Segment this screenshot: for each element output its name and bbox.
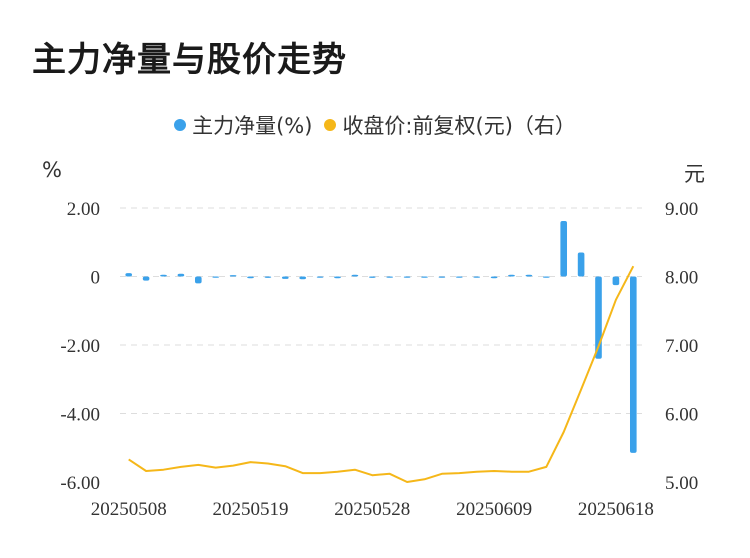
bar: [334, 276, 341, 279]
bar: [264, 276, 272, 278]
bar: [421, 276, 428, 278]
bar: [212, 276, 220, 278]
bar: [542, 276, 550, 278]
price-line: [128, 265, 635, 483]
bar: [247, 276, 254, 279]
bar: [299, 276, 307, 280]
legend-item-line[interactable]: 收盘价:前复权(元)（右）: [324, 110, 576, 140]
bar: [629, 276, 637, 453]
left-axis-unit: %: [42, 158, 62, 182]
bar: [281, 276, 289, 279]
x-axis-tick-label: 20250528: [334, 499, 410, 520]
bar: [125, 273, 133, 277]
bar: [142, 276, 150, 281]
right-axis-tick-label: 5.00: [665, 473, 698, 494]
bar: [508, 274, 515, 277]
bar: [612, 276, 620, 286]
bar: [455, 276, 463, 278]
legend-line-marker: [324, 119, 337, 131]
bar: [386, 276, 394, 278]
right-axis-tick-label: 8.00: [665, 268, 698, 289]
legend-bar-label: 主力净量(%): [192, 114, 313, 138]
legend-item-bar[interactable]: 主力净量(%): [174, 110, 312, 140]
right-axis-tick-label: 9.00: [665, 199, 698, 220]
bar: [351, 274, 359, 277]
bar: [194, 276, 202, 284]
x-axis-tick-label: 20250609: [456, 499, 532, 520]
right-axis-tick-label: 6.00: [665, 405, 698, 426]
legend-bar-marker: [174, 119, 187, 131]
bar: [368, 276, 376, 278]
bar: [316, 276, 324, 278]
left-axis-tick-label: 0: [91, 268, 101, 289]
bar: [229, 275, 237, 277]
left-axis-tick-label: -6.00: [60, 473, 100, 494]
bar: [438, 276, 446, 278]
bar: [560, 221, 568, 277]
chart-title: 主力净量与股价走势: [32, 40, 347, 80]
x-axis-tick-label: 20250519: [213, 499, 289, 520]
bar: [490, 276, 498, 279]
left-axis-tick-label: -2.00: [60, 336, 100, 357]
legend-line-label: 收盘价:前复权(元)（右）: [342, 114, 576, 138]
bar: [177, 273, 185, 277]
right-axis-tick-label: 7.00: [665, 336, 698, 357]
bar: [525, 274, 533, 277]
left-axis-tick-label: 2.00: [67, 199, 100, 220]
bar: [403, 276, 411, 278]
legend: 主力净量(%) 收盘价:前复权(元)（右）: [0, 110, 750, 140]
bar: [577, 252, 585, 277]
left-axis-tick-label: -4.00: [60, 405, 100, 426]
bar: [160, 274, 167, 277]
bar: [473, 276, 481, 278]
x-axis-tick-label: 20250618: [578, 499, 654, 520]
x-axis-tick-label: 20250508: [91, 499, 167, 520]
bar: [595, 276, 602, 359]
right-axis-unit: 元: [684, 162, 705, 186]
